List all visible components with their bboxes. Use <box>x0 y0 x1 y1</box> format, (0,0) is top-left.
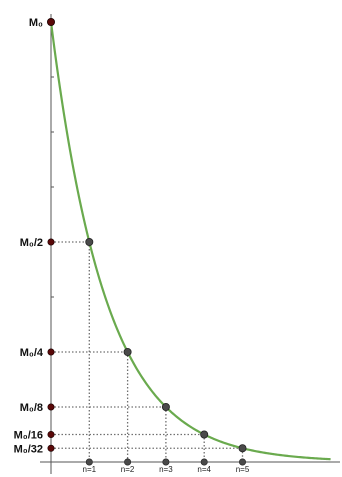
x-axis-point <box>162 458 170 466</box>
data-points <box>47 17 247 466</box>
y-axis-point <box>47 348 55 356</box>
y-axis-point <box>47 430 55 438</box>
y-tick-label: M₀ <box>29 17 43 29</box>
data-point <box>85 237 94 246</box>
y-tick-label: M₀/8 <box>20 402 43 414</box>
y-axis-point <box>47 238 55 246</box>
y-tick-label: M₀/4 <box>20 347 44 359</box>
axes <box>40 14 340 474</box>
y-tick-label: M₀/32 <box>14 443 43 455</box>
y-tick-label: M₀/16 <box>14 430 43 442</box>
x-tick-label: n=1 <box>83 465 97 474</box>
x-axis-point <box>200 458 208 466</box>
x-tick-label: n=4 <box>197 465 211 474</box>
y-axis-point <box>47 444 55 452</box>
x-axis-point <box>124 458 132 466</box>
x-tick-labels: n=1 n=2 n=3 n=4 n=5 <box>83 465 250 474</box>
data-point <box>238 444 247 453</box>
data-point <box>123 347 132 356</box>
x-axis-point <box>85 458 93 466</box>
data-point <box>161 402 170 411</box>
decay-curve <box>49 21 331 461</box>
x-tick-label: n=2 <box>121 465 135 474</box>
data-point <box>47 17 56 26</box>
x-tick-label: n=3 <box>159 465 173 474</box>
y-tick-label: M₀/2 <box>20 237 43 249</box>
y-axis-point <box>47 403 55 411</box>
data-point <box>200 430 209 439</box>
x-axis-point <box>239 458 247 466</box>
guide-lines <box>51 241 244 462</box>
x-tick-label: n=5 <box>236 465 250 474</box>
